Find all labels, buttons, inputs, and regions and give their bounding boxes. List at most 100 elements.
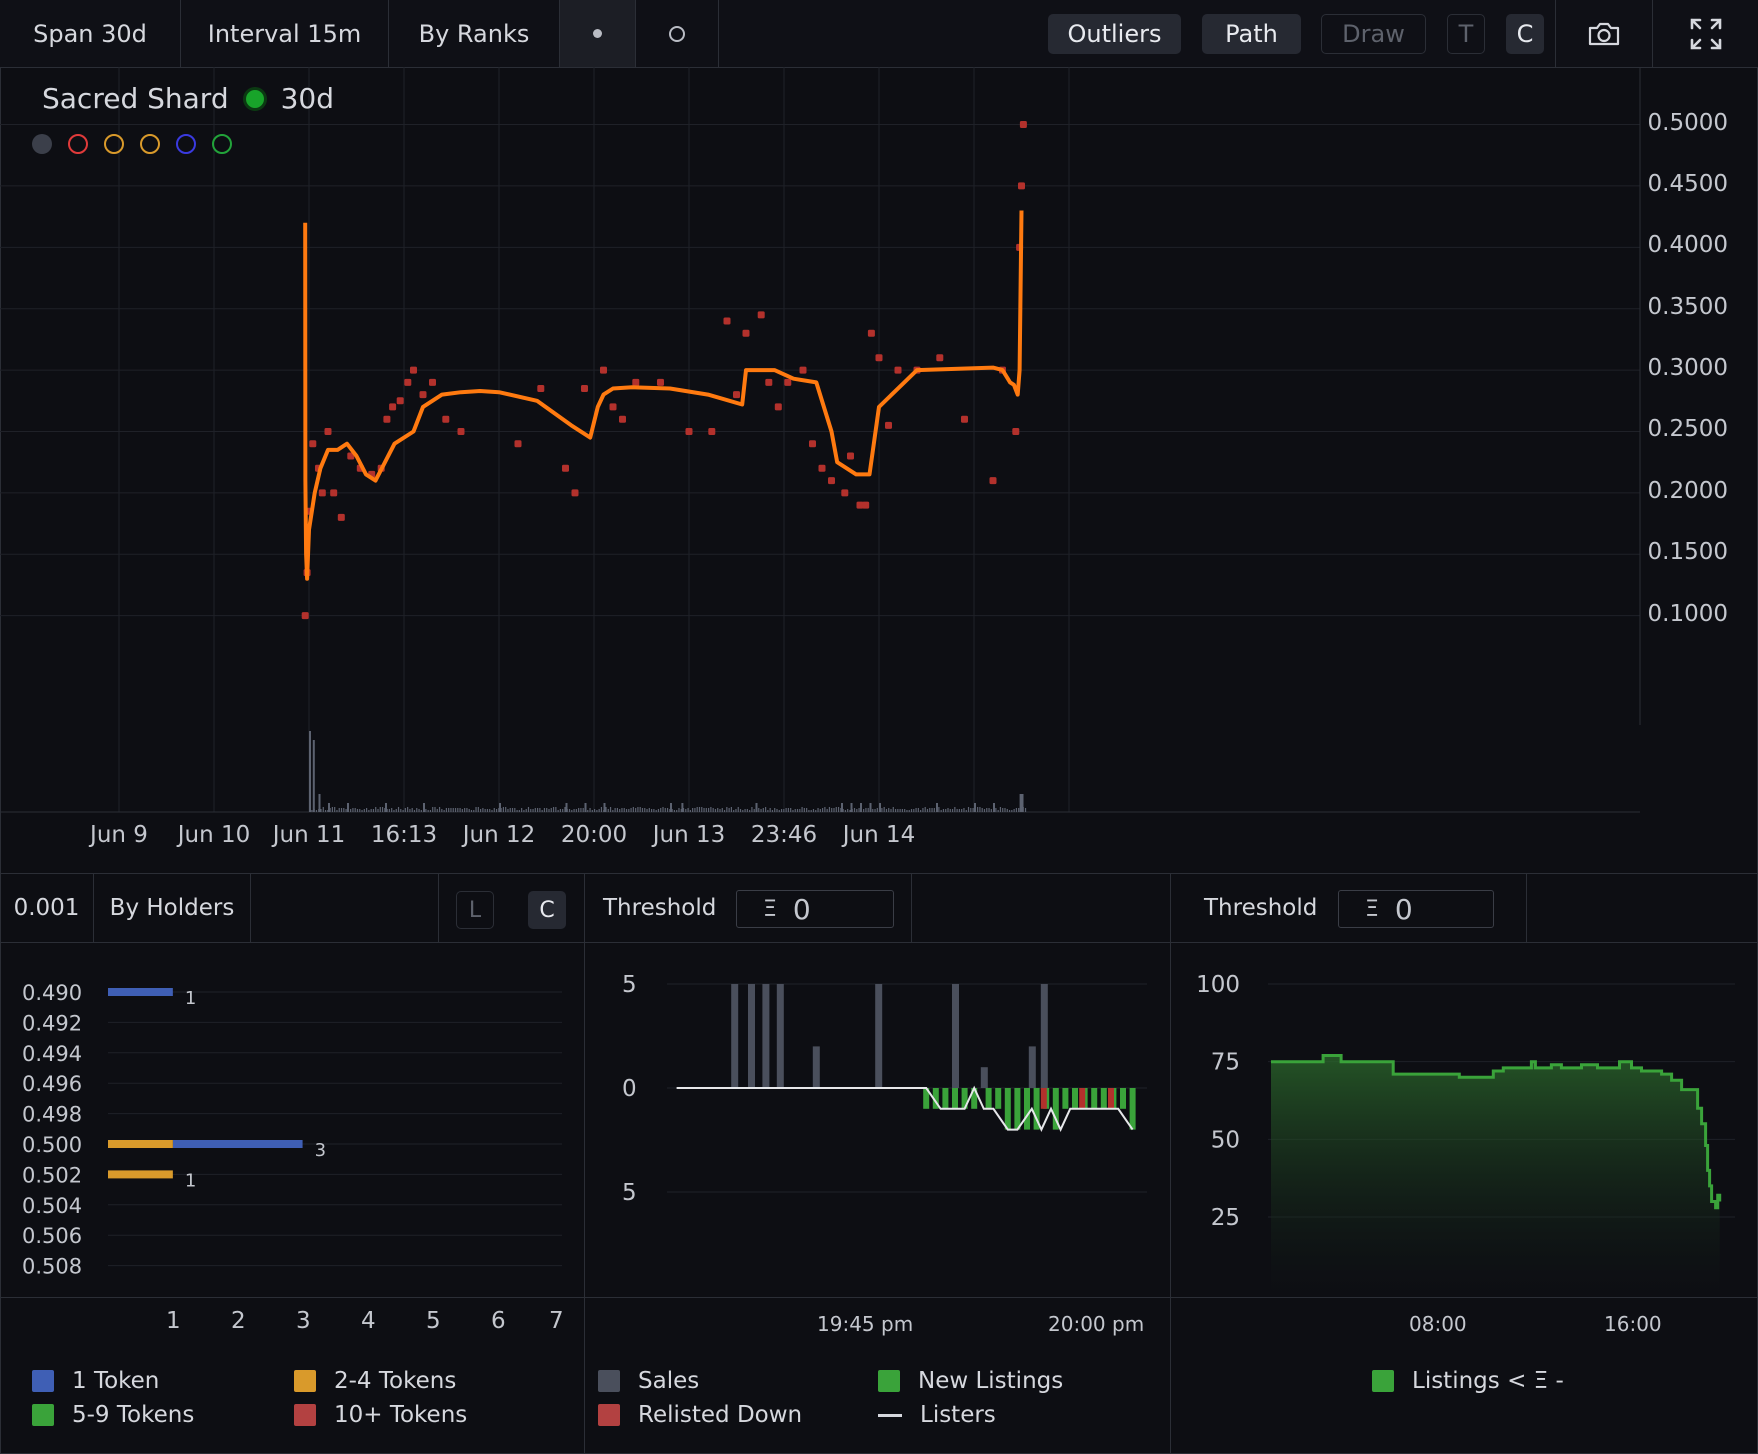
threshold-input[interactable]: Ξ 0 [736,890,894,928]
y-axis-tick: 0.502 [22,1163,82,1187]
volume-bar [546,808,547,812]
volume-bar [311,810,312,812]
interval-selector[interactable]: Interval 15m [181,0,389,67]
new-listings-bar [1120,1088,1126,1109]
sale-point [338,514,345,521]
volume-bar [865,808,866,812]
volume-bar [806,808,807,812]
sale-point [862,502,869,509]
draw-button[interactable]: Draw [1321,14,1426,54]
volume-bar [984,809,985,812]
legend-sales[interactable]: Sales [598,1368,699,1394]
volume-bar [485,809,486,812]
price-step-selector[interactable]: 0.001 [0,874,94,942]
outliers-button[interactable]: Outliers [1048,14,1181,54]
volume-bar [507,809,508,812]
sale-point [990,477,997,484]
volume-bar [672,809,673,812]
sale-point [410,367,417,374]
volume-bar [829,807,830,812]
volume-bar [909,810,910,812]
legend-swatch [1372,1370,1394,1392]
volume-bar [526,809,527,812]
volume-bar [817,808,818,812]
volume-bar [699,807,700,812]
sale-point [383,416,390,423]
new-listings-bar [952,1088,958,1109]
volume-bar [724,810,725,812]
holders-chart[interactable]: 0.490 0.492 0.494 0.496 0.498 0.500 0.502 0.504… [0,943,584,1298]
fullscreen-button[interactable] [1653,0,1758,67]
volume-bar [391,808,392,812]
volume-bar [653,809,654,812]
volume-bar [897,809,898,812]
header-divider [438,874,439,942]
threshold-input[interactable]: Ξ 0 [1338,890,1494,928]
volume-bar [735,809,736,812]
by-ranks-selector[interactable]: By Ranks [389,0,560,67]
volume-bar [738,807,739,812]
volume-bar [341,808,342,812]
volume-bar [375,807,376,812]
listings-chart[interactable]: 100 75 50 25 [1171,943,1758,1298]
circle-mode-button[interactable] [636,0,719,67]
x-axis-tick: 16:13 [371,822,437,848]
legend-label: Relisted Down [638,1402,802,1428]
path-button[interactable]: Path [1202,14,1301,54]
volume-bar [405,808,406,812]
volume-bar [954,807,955,812]
volume-bar [516,810,517,812]
legend-relisted-down[interactable]: Relisted Down [598,1402,802,1428]
new-listings-bar [1091,1088,1097,1109]
span-selector[interactable]: Span 30d [0,0,181,67]
rank-filter-dot[interactable] [212,134,232,154]
volume-bar [849,810,850,812]
volume-bar [895,809,896,812]
screenshot-button[interactable] [1556,0,1653,67]
rank-filter-dot[interactable] [104,134,124,154]
legend-5-9-tokens[interactable]: 5-9 Tokens [32,1402,194,1428]
volume-bar [603,810,604,812]
legend-2-4-tokens[interactable]: 2-4 Tokens [294,1368,456,1394]
legend-new-listings[interactable]: New Listings [878,1368,1063,1394]
rank-filter-dot[interactable] [140,134,160,154]
t-button[interactable]: T [1447,14,1485,54]
sale-point [397,397,404,404]
volume-bar [501,808,502,812]
volume-bar [601,807,602,812]
volume-bar [412,808,413,812]
volume-bar [327,810,328,812]
volume-bar [361,810,362,812]
legend-listers[interactable]: Listers [878,1402,996,1428]
legend-listings[interactable]: Listings < Ξ - [1372,1368,1564,1394]
rank-filter-dot[interactable] [176,134,196,154]
legend-10-plus-tokens[interactable]: 10+ Tokens [294,1402,467,1428]
volume-bar [589,808,590,812]
volume-bar [519,810,520,812]
legend-1-token[interactable]: 1 Token [32,1368,159,1394]
volume-bar [558,810,559,812]
volume-bar [514,808,515,812]
rank-filter-dot[interactable] [68,134,88,154]
sale-point [1012,428,1019,435]
volume-bar [868,808,869,812]
volume-bar [320,809,321,812]
volume-bar [792,810,793,812]
volume-bar [747,809,748,812]
by-holders-selector[interactable]: By Holders [94,874,251,942]
volume-bar [1014,809,1015,812]
volume-bar [323,807,324,812]
legend-label: Listings < Ξ - [1412,1368,1564,1394]
sale-point [828,477,835,484]
volume-bar [811,810,812,812]
volume-bar [950,809,951,812]
volume-bar [610,807,611,812]
rank-filter-dot[interactable] [32,134,52,154]
main-price-chart[interactable] [0,67,1758,873]
l-button[interactable]: L [456,891,494,929]
dot-mode-button[interactable] [560,0,636,67]
c-toggle-button[interactable]: C [528,891,566,929]
c-button[interactable]: C [1506,14,1544,54]
volume-bar [900,809,901,812]
sales-listings-chart[interactable]: 5 0 5 [585,943,1170,1298]
